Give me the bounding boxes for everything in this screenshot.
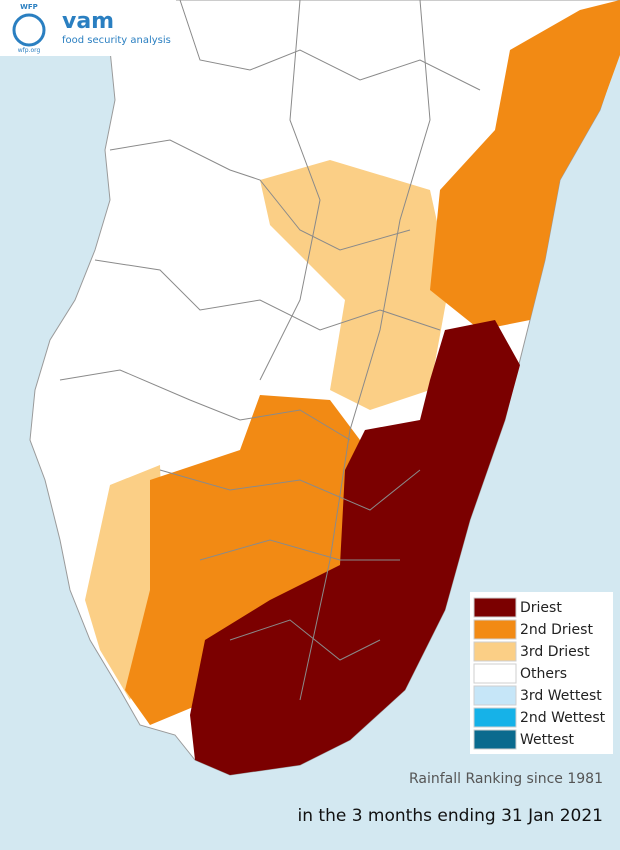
url: wfp.org: [18, 47, 41, 54]
region-2nd-driest: [430, 0, 620, 330]
legend-label: 3rd Driest: [520, 644, 590, 660]
legend: Driest 2nd Driest 3rd Driest Others 3rd Wett…: [473, 597, 606, 750]
logo-subtitle: food security analysis: [62, 35, 171, 46]
admin-borders: [59, 0, 481, 701]
org: WFP: [20, 3, 38, 11]
caption-line1: Rainfall Ranking since 1981: [409, 771, 603, 787]
legend-swatch: [473, 707, 517, 728]
legend-swatch: [473, 729, 517, 750]
legend-swatch: [473, 663, 517, 684]
logo-box: [0, 0, 176, 56]
legend-label: 2nd Wettest: [520, 710, 606, 726]
legend-label: Wettest: [520, 732, 575, 748]
legend-swatch: [473, 685, 517, 706]
caption-line2: in the 3 months ending 31 Jan 2021: [298, 806, 604, 826]
legend-swatch: [473, 641, 517, 662]
legend-swatch: [473, 597, 517, 618]
legend-label: Others: [520, 666, 567, 682]
region-3rd-driest: [260, 160, 450, 410]
logo-emblem: [12, 13, 46, 47]
legend-label: 2nd Driest: [520, 622, 593, 638]
legend-label: 3rd Wettest: [520, 688, 602, 704]
region-driest: [190, 320, 520, 775]
legend-label: Driest: [520, 600, 562, 616]
legend-swatch: [473, 619, 517, 640]
logo-text: vam: [62, 9, 114, 34]
